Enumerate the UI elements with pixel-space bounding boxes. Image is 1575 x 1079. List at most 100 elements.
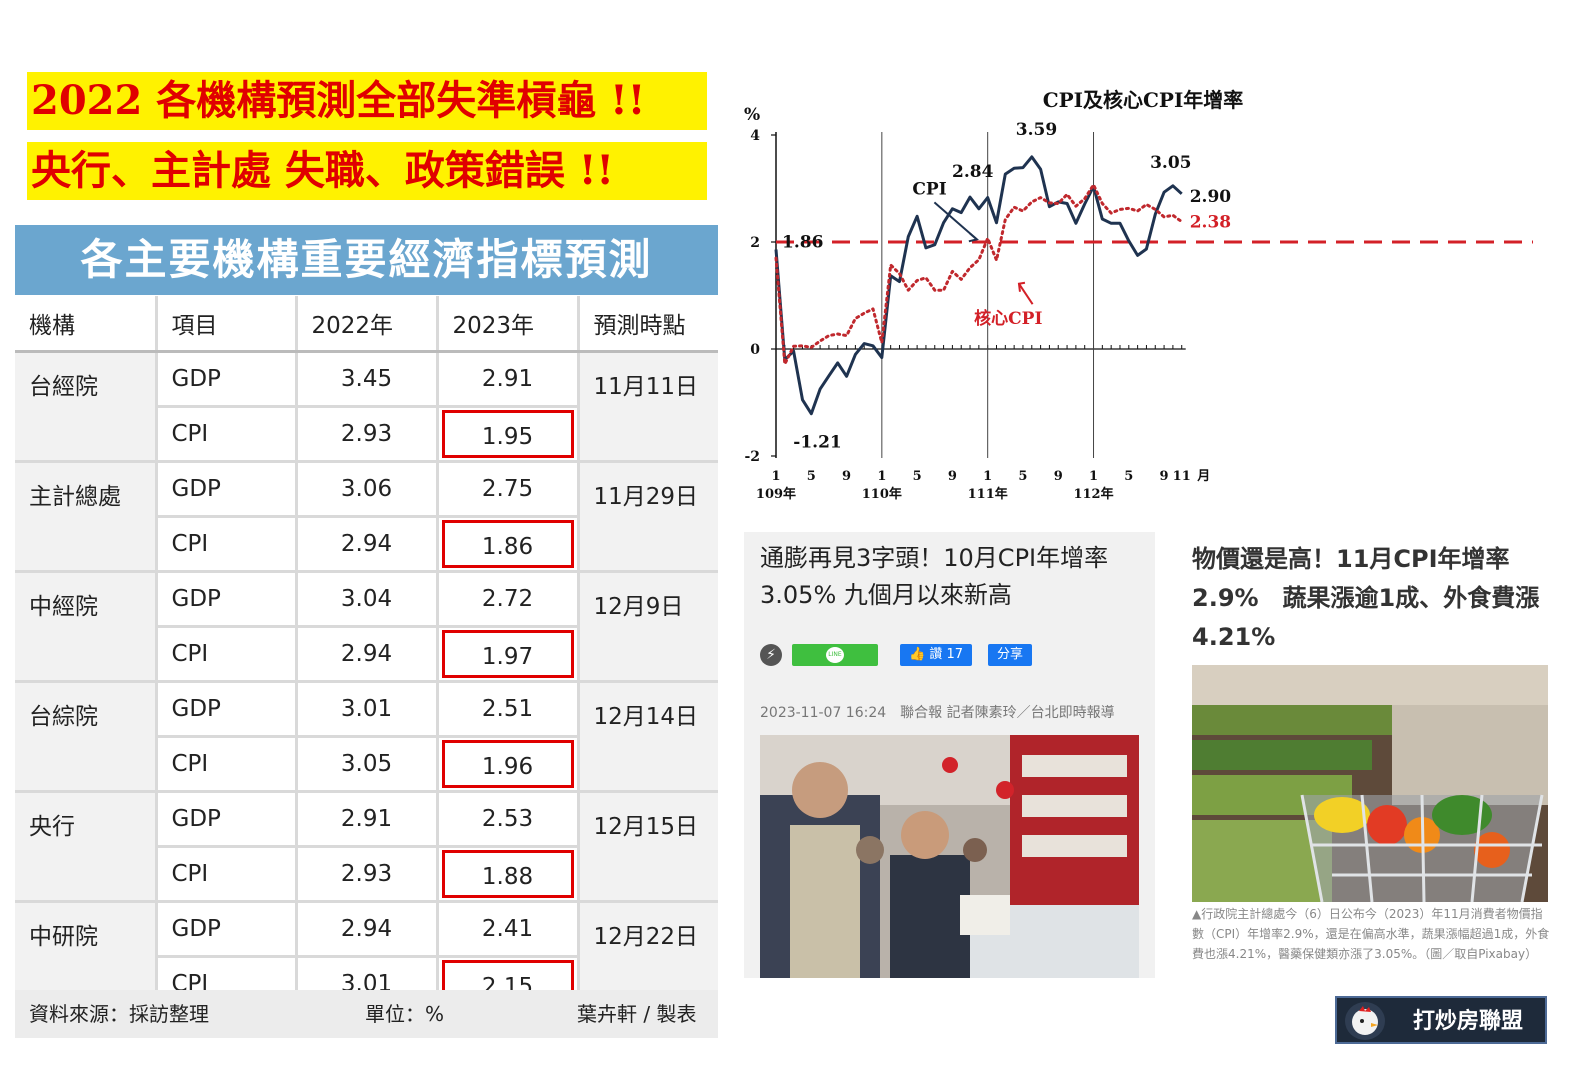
value-2023-cell: 2.41 — [437, 901, 580, 958]
annotation-3-59: 3.59 — [1016, 120, 1057, 140]
table-row: 主計總處 GDP 3.06 2.75 11月29日 — [15, 461, 718, 573]
facebook-share-button[interactable]: 分享 — [988, 644, 1032, 666]
core-cpi-arrow — [1018, 283, 1034, 305]
item-cell: CPI — [156, 516, 298, 573]
y-tick-label: -2 — [744, 449, 760, 465]
cpi-series-line — [774, 155, 1183, 416]
header-forecast-date: 預測時點 — [578, 296, 718, 353]
header-2023: 2023年 — [437, 296, 580, 353]
item-cell: CPI — [156, 736, 298, 793]
cpi-arrow — [933, 201, 978, 241]
annotation-2-90: 2.90 — [1190, 187, 1232, 207]
highlighted-cpi-2023-cell: 1.95 — [437, 406, 580, 463]
x-tick-label: 9 — [1054, 469, 1063, 484]
table-row: CPI 2.94 1.86 — [15, 516, 718, 573]
item-cell: CPI — [156, 406, 298, 463]
annotation-neg-1-21: -1.21 — [793, 433, 841, 453]
value-2022-cell: 3.01 — [296, 681, 439, 738]
annotation-cpi-label: CPI — [912, 179, 946, 199]
news1-share-bar: ⚡ LINE 👍 讚 17 分享 — [760, 644, 1160, 668]
item-cell: GDP — [156, 901, 298, 958]
like-label: 讚 17 — [929, 647, 963, 662]
rooster-mascot-icon — [1352, 1006, 1378, 1035]
brand-name: 打炒房聯盟 — [1413, 1008, 1524, 1034]
value-2022-cell: 2.94 — [296, 901, 439, 958]
news-card-2[interactable]: 物價還是高！11月CPI年增率2.9% 蔬果漲逾1成、外食費漲4.21% ▲行政… — [1176, 532, 1556, 982]
highlight-box: 1.88 — [441, 850, 574, 898]
annotation-2-38: 2.38 — [1190, 213, 1231, 233]
table-source: 資料來源：採訪整理 — [29, 1002, 209, 1026]
highlight-box: 1.86 — [441, 520, 574, 568]
highlighted-cpi-2023-cell: 1.96 — [437, 736, 580, 793]
value-2022-cell: 2.93 — [296, 406, 439, 463]
header-2022: 2022年 — [296, 296, 439, 353]
line-icon: LINE — [826, 647, 844, 663]
item-cell: CPI — [156, 846, 298, 903]
annotation-core-cpi-label: 核心CPI — [974, 308, 1042, 329]
facebook-like-button[interactable]: 👍 讚 17 — [900, 644, 972, 666]
value-2022-cell: 3.05 — [296, 736, 439, 793]
value-2022-cell: 2.94 — [296, 626, 439, 683]
institution-cell: 中經院 — [15, 571, 158, 683]
year-label: 112年 — [1073, 486, 1113, 502]
core-cpi-series-line — [774, 183, 1184, 366]
header-institution: 機構 — [15, 296, 158, 353]
value-2022-cell: 2.93 — [296, 846, 439, 903]
highlighted-cpi-2023-cell: 1.97 — [437, 626, 580, 683]
x-unit-label: 月 — [1196, 469, 1210, 484]
institution-cell: 央行 — [15, 791, 158, 903]
value-2023-cell: 2.51 — [437, 681, 580, 738]
table-row: CPI 2.93 1.88 — [15, 846, 718, 903]
table-row: 中研院 GDP 2.94 2.41 12月22日 — [15, 901, 718, 1012]
y-tick-label: 0 — [750, 342, 760, 358]
year-label: 109年 — [756, 486, 796, 502]
core-cpi-arrowhead — [1017, 281, 1026, 292]
x-tick-label: 9 — [842, 469, 851, 484]
forecast-date-cell: 12月14日 — [578, 681, 718, 793]
forecast-table: 機構 項目 2022年 2023年 預測時點 台經院 GDP 3.45 2.91 11月… — [15, 296, 718, 1012]
x-tick-label: 5 — [807, 469, 816, 484]
x-tick-label: 9 — [948, 469, 957, 484]
forecast-date-cell: 11月11日 — [578, 351, 718, 463]
value-2022-cell: 3.45 — [296, 351, 439, 408]
news1-title[interactable]: 通膨再見3字頭！10月CPI年增率3.05% 九個月以來新高 — [760, 544, 1109, 609]
y-tick-label: 2 — [750, 235, 760, 251]
news2-title[interactable]: 物價還是高！11月CPI年增率2.9% 蔬果漲逾1成、外食費漲4.21% — [1192, 545, 1540, 651]
headline-line-1: 2022 各機構預測全部失準槓龜 !! — [27, 72, 707, 130]
annotation-3-05: 3.05 — [1150, 153, 1191, 173]
institution-cell: 台經院 — [15, 351, 158, 463]
news1-meta: 2023-11-07 16:24 聯合報 記者陳素玲／台北即時報導 — [760, 705, 1115, 721]
highlight-box: 1.95 — [441, 410, 574, 458]
value-2023-cell: 2.91 — [437, 351, 580, 408]
highlight-box: 1.96 — [441, 740, 574, 788]
x-tick-label: 1 — [771, 469, 780, 484]
header-item: 項目 — [156, 296, 298, 353]
item-cell: CPI — [156, 626, 298, 683]
value-2022-cell: 2.91 — [296, 791, 439, 848]
x-tick-label: 11 — [1173, 469, 1191, 484]
news-card-1[interactable]: 通膨再見3字頭！10月CPI年增率3.05% 九個月以來新高 ⚡ LINE 👍 … — [744, 532, 1155, 978]
chart-title: CPI及核心CPI年增率 — [1043, 88, 1244, 112]
forecast-table-body: 台經院 GDP 3.45 2.91 11月11日 CPI 2.93 1.95 主計總處 GDP 3.… — [15, 351, 718, 1012]
line-share-button[interactable]: LINE — [792, 644, 878, 666]
highlighted-cpi-2023-cell: 1.88 — [437, 846, 580, 903]
annotation-1-86: 1.86 — [782, 232, 823, 252]
flash-icon[interactable]: ⚡ — [760, 644, 782, 666]
table-row: CPI 2.94 1.97 — [15, 626, 718, 683]
cpi-chart: CPI及核心CPI年增率% 4 2 0 -2 1 5 9 1 5 9 1 5 9 1 5 9 11 月 109年 110… — [744, 88, 1533, 502]
x-tick-label: 5 — [1124, 469, 1133, 484]
x-tick-label: 5 — [913, 469, 922, 484]
news2-caption: ▲行政院主計總處今（6）日公布今（2023）年11月消費者物價指數（CPI）年增… — [1192, 907, 1550, 961]
news2-photo — [1192, 665, 1548, 902]
value-2022-cell: 3.06 — [296, 461, 439, 518]
vegetable-cart-illustration — [1192, 665, 1548, 902]
brand-logo-icon — [1345, 1002, 1385, 1040]
x-tick-label: 5 — [1018, 469, 1027, 484]
year-label: 111年 — [968, 486, 1008, 502]
highlight-box: 1.97 — [441, 630, 574, 678]
x-tick-label: 9 — [1160, 469, 1169, 484]
table-author: 葉卉軒 / 製表 — [577, 1002, 697, 1026]
headline-line-2: 央行、主計處 失職、政策錯誤 !! — [27, 142, 707, 200]
value-2022-cell: 3.04 — [296, 571, 439, 628]
table-header-row: 機構 項目 2022年 2023年 預測時點 — [15, 296, 718, 353]
